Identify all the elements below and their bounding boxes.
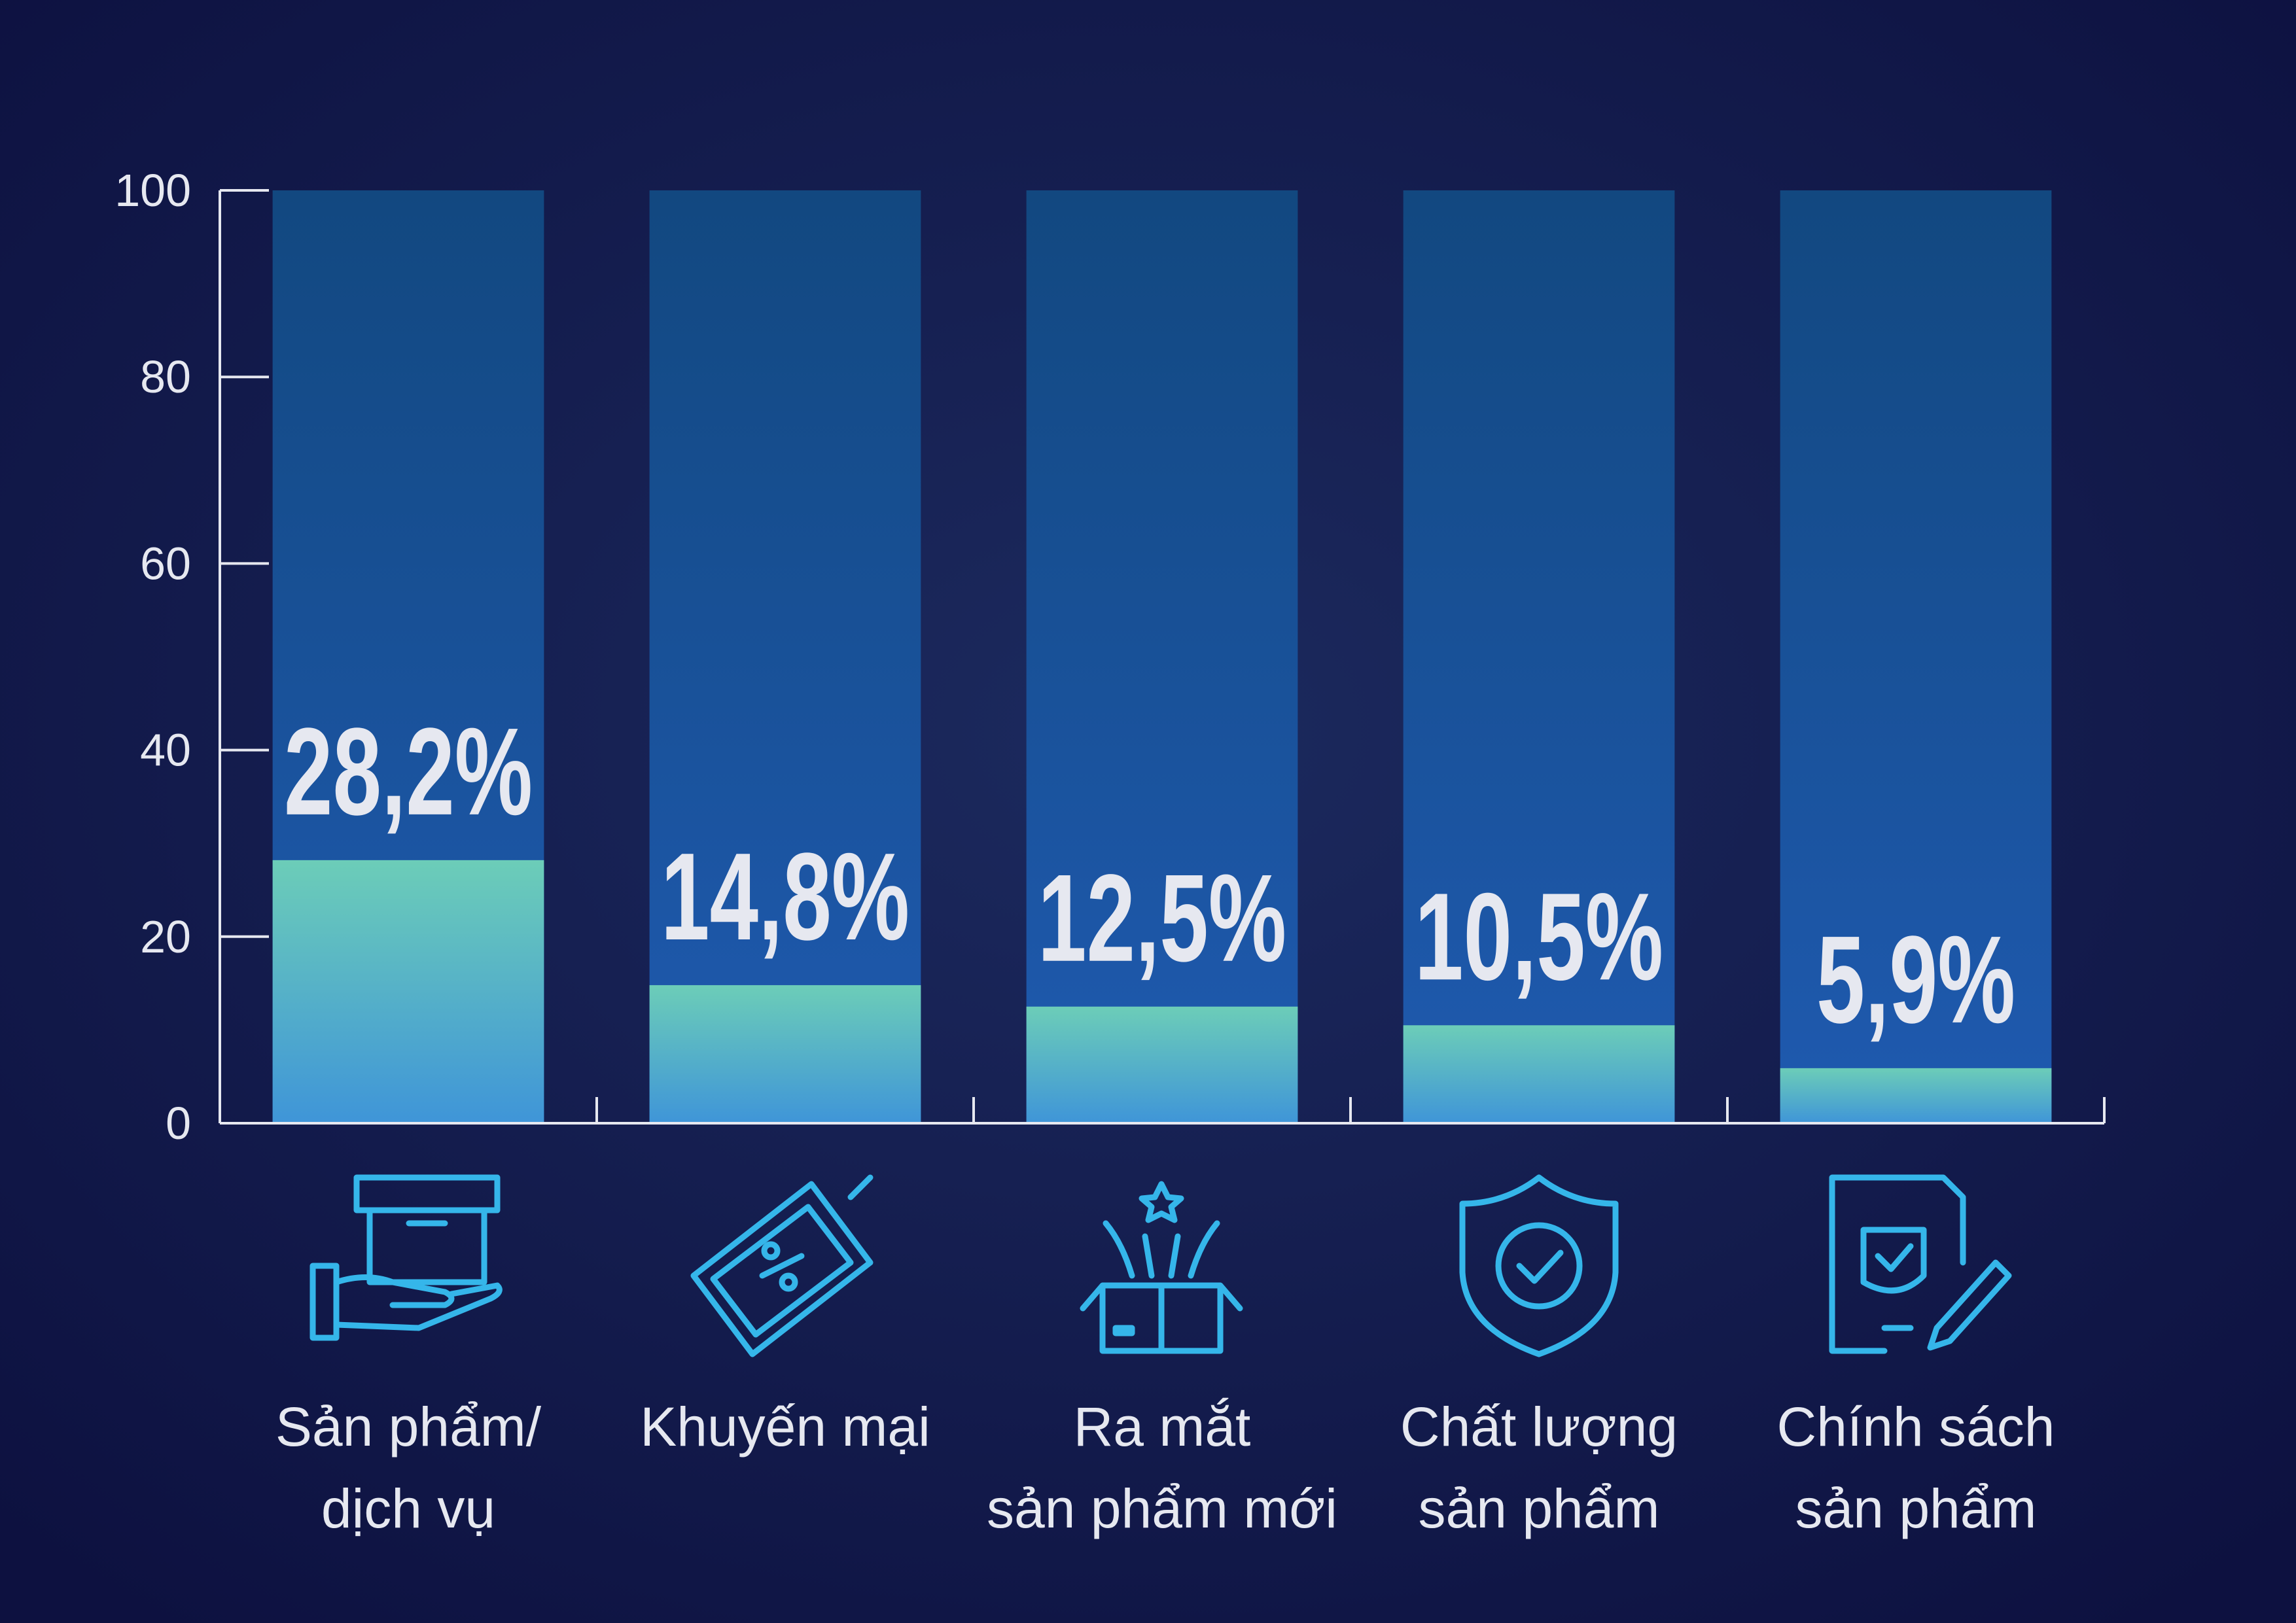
icons	[309, 1174, 2012, 1357]
x-tick-label: Ra mắt sản phẩm mới	[987, 1396, 1337, 1539]
value-label: 5,9%	[1816, 911, 2015, 1049]
x-tick-label: Sản phẩm/dịch vụ	[275, 1396, 542, 1539]
y-tick-label: 80	[140, 351, 191, 402]
bar-track	[649, 190, 921, 1123]
bar-track	[1780, 190, 2052, 1123]
bar	[272, 860, 544, 1123]
icon-promotion	[690, 1174, 874, 1357]
bar	[1403, 1025, 1675, 1123]
bar	[649, 985, 921, 1123]
y-tick-label: 60	[140, 538, 191, 589]
icon-policy	[1829, 1174, 2012, 1354]
x-tick-label: Chất lượng sản phẩm	[1400, 1396, 1678, 1539]
bar-track	[1026, 190, 1298, 1123]
value-label: 10,5%	[1415, 867, 1663, 1006]
bar	[1780, 1068, 2052, 1123]
icon-quality	[1459, 1174, 1619, 1357]
x-tick-label: Chính sách sản phẩm	[1777, 1396, 2055, 1539]
value-label: 28,2%	[284, 703, 533, 841]
icon-launch	[1080, 1181, 1243, 1354]
value-label: 14,8%	[661, 828, 910, 966]
y-tick-label: 0	[166, 1098, 191, 1149]
x-tick-label: Khuyến mại	[640, 1396, 930, 1457]
value-label: 12,5%	[1038, 849, 1286, 988]
bar-track	[1403, 190, 1675, 1123]
y-tick-label: 20	[140, 911, 191, 962]
y-tick-label: 40	[140, 725, 191, 776]
icon-product	[309, 1174, 503, 1341]
y-tick-label: 100	[115, 165, 191, 216]
bar	[1026, 1006, 1298, 1123]
